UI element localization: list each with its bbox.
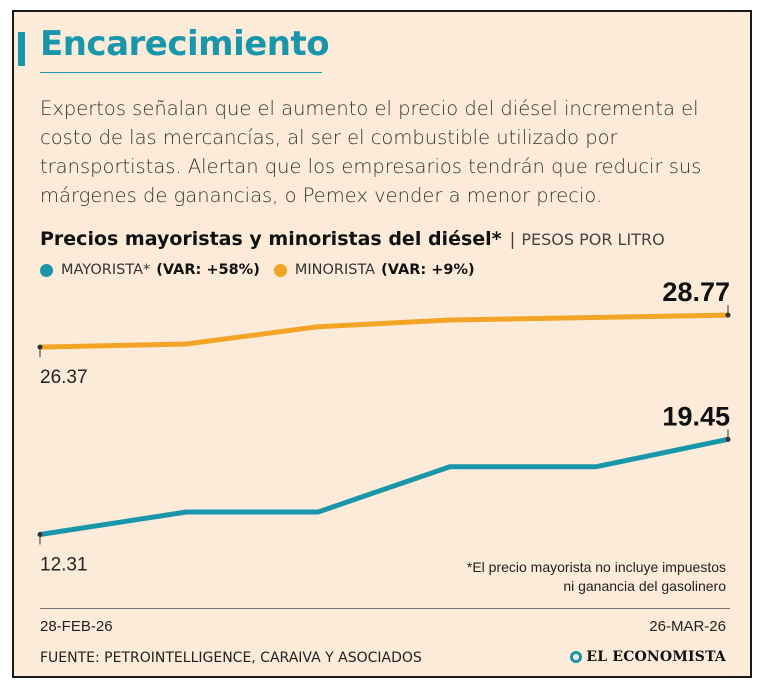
chart-legend: MAYORISTA* (VAR: +58%) MINORISTA (VAR: +… [40, 262, 489, 278]
publisher-logo: EL ECONOMISTA [570, 649, 726, 665]
start-label-mayorista: 12.31 [40, 555, 88, 576]
legend-var-mayorista: (VAR: +58%) [156, 262, 260, 278]
footnote: *El precio mayorista no incluye impuesto… [467, 558, 726, 596]
legend-var-minorista: (VAR: +9%) [381, 262, 475, 278]
chart-title: Precios mayoristas y minoristas del diés… [40, 228, 502, 250]
source-note: FUENTE: PETROINTELLIGENCE, CARAIVA Y ASO… [40, 650, 422, 666]
chart-subtitle: Precios mayoristas y minoristas del diés… [40, 228, 665, 250]
legend-label-mayorista: MAYORISTA* [61, 262, 151, 278]
economista-logo-icon [570, 651, 583, 663]
chart-unit: PESOS POR LITRO [521, 230, 665, 249]
end-label-mayorista: 19.45 [662, 401, 730, 431]
page-title: Encarecimiento [40, 24, 330, 64]
series-line-minorista [39, 312, 729, 350]
series-line-mayorista [39, 436, 729, 537]
legend-label-minorista: MINORISTA [294, 262, 376, 278]
title-underline [40, 72, 322, 73]
intro-text: Expertos señalan que el aumento el preci… [40, 97, 702, 207]
legend-dot-minorista-icon [273, 263, 287, 277]
legend-dot-mayorista-icon [40, 263, 53, 277]
x-axis-rule [40, 608, 730, 609]
x-axis-end-label: 26-MAR-26 [649, 618, 726, 635]
price-line-chart: 26.37 28.77 12.31 19.45 [37, 277, 731, 576]
footnote-line-1: *El precio mayorista no incluye impuesto… [466, 559, 726, 575]
footnote-line-2: ni ganancia del gasolinero [563, 578, 726, 594]
infographic-frame: Encarecimiento Expertos señalan que el a… [12, 10, 752, 678]
title-accent-bar [18, 32, 25, 66]
end-label-minorista: 28.77 [662, 277, 730, 307]
start-label-minorista: 26.37 [40, 367, 88, 388]
subtitle-separator: | [509, 230, 516, 250]
x-axis-start-label: 28-FEB-26 [40, 618, 113, 635]
logo-text: EL ECONOMISTA [586, 649, 726, 665]
